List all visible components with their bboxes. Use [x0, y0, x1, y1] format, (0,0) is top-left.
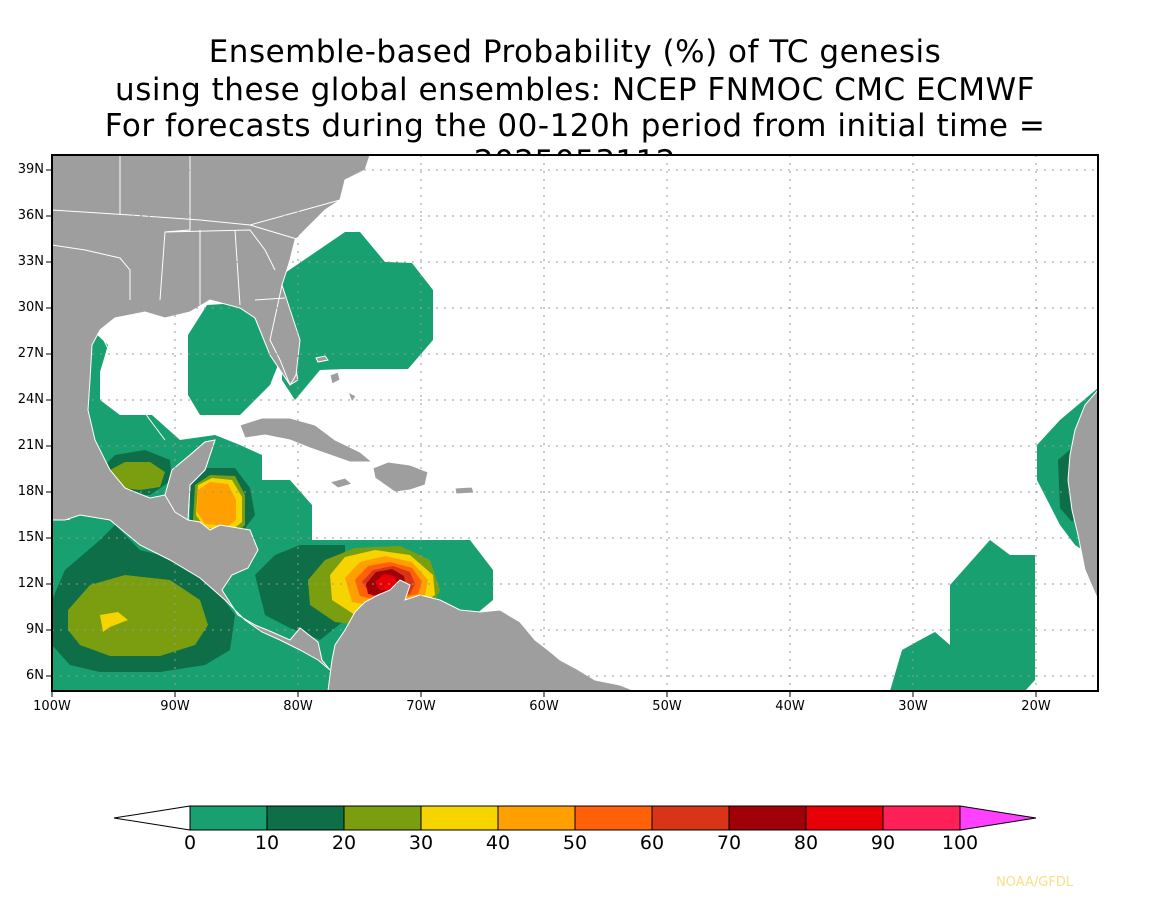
lat-label: 9N [26, 622, 44, 637]
lon-label: 20W [1021, 699, 1051, 714]
lon-label: 100W [33, 699, 71, 714]
land-masses [52, 155, 1098, 691]
colorbar-label: 10 [254, 832, 280, 854]
colorbar-label: 40 [485, 832, 511, 854]
colorbar-seg-4 [497, 805, 576, 831]
colorbar-seg-6 [651, 805, 730, 831]
lon-label: 90W [160, 699, 190, 714]
political-boundaries [52, 155, 341, 441]
colorbar-label: 100 [941, 832, 979, 854]
grid-lines [52, 155, 1098, 691]
colorbar-below-triangle [113, 805, 191, 831]
lon-label: 70W [406, 699, 436, 714]
lat-label: 12N [17, 576, 44, 591]
title-line-2: using these global ensembles: NCEP FNMOC… [115, 72, 1035, 108]
lat-label: 24N [17, 392, 44, 407]
colorbar-seg-2 [343, 805, 422, 831]
colorbar-label: 0 [183, 832, 197, 854]
colorbar-label: 80 [793, 832, 819, 854]
lat-label: 21N [17, 438, 44, 453]
lat-label: 15N [17, 530, 44, 545]
lat-label: 30N [17, 300, 44, 315]
colorbar-seg-3 [420, 805, 499, 831]
title-line-1: Ensemble-based Probability (%) of TC gen… [208, 34, 942, 70]
lon-label: 30W [898, 699, 928, 714]
colorbar-seg-8 [805, 805, 884, 831]
colorbar-label: 90 [870, 832, 896, 854]
axis-ticks [46, 169, 1037, 697]
colorbar-seg-9 [882, 805, 961, 831]
lat-label: 18N [17, 484, 44, 499]
lon-label: 40W [775, 699, 805, 714]
colorbar-label: 20 [331, 832, 357, 854]
lat-label: 6N [26, 668, 44, 683]
lat-label: 36N [17, 208, 44, 223]
lat-label: 27N [17, 346, 44, 361]
lat-label: 33N [17, 254, 44, 269]
colorbar-above-triangle [959, 805, 1037, 831]
colorbar-seg-0 [189, 805, 268, 831]
lon-label: 80W [283, 699, 313, 714]
map-border [51, 154, 1099, 692]
colorbar-label: 60 [639, 832, 665, 854]
credit-label: NOAA/GFDL [996, 875, 1074, 890]
lon-label: 50W [652, 699, 682, 714]
colorbar-seg-7 [728, 805, 807, 831]
lon-label: 60W [529, 699, 559, 714]
colorbar-label: 70 [716, 832, 742, 854]
colorbar-seg-1 [266, 805, 345, 831]
colorbar-label: 50 [562, 832, 588, 854]
colorbar-label: 30 [408, 832, 434, 854]
colorbar-seg-5 [574, 805, 653, 831]
lat-label: 39N [17, 162, 44, 177]
colorbar [113, 805, 1037, 831]
prob-80-90-contours [375, 574, 398, 590]
